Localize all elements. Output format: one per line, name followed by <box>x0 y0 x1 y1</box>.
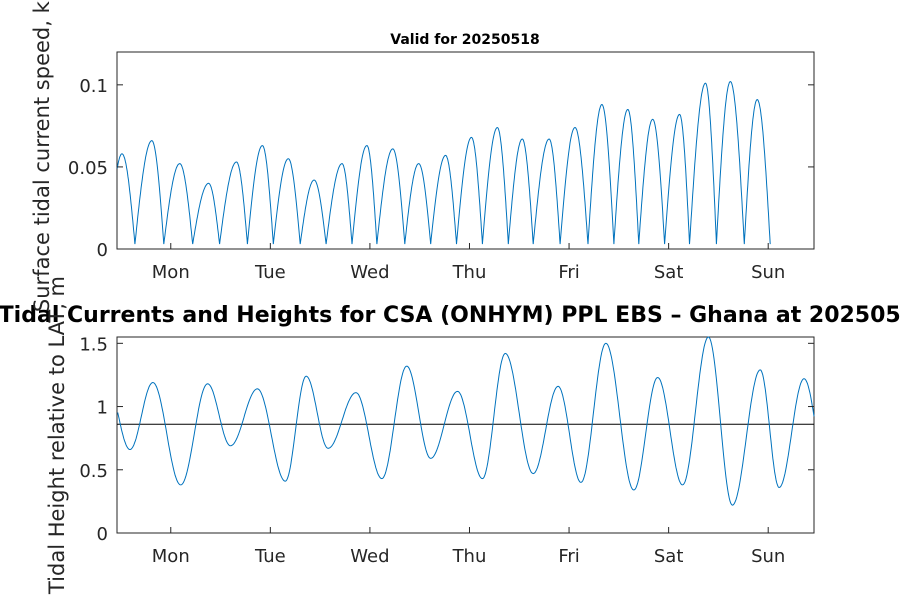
tidal-height-x-tick-label: Sat <box>654 546 684 567</box>
tidal-height-x-tick-label: Sun <box>751 546 785 567</box>
tidal-height-axes: Mon Tue Wed Thu Fri Sat Sun 0 0.5 1 1.5 <box>79 334 815 567</box>
current-speed-y-tick-label: 0.05 <box>68 158 108 179</box>
tidal-height-x-tick-label: Wed <box>350 546 389 567</box>
tidal-height-y-tick-label: 0 <box>97 524 108 545</box>
tidal-height-x-tick-label: Thu <box>452 546 487 567</box>
tidal-height-x-tick-label: Fri <box>558 546 579 567</box>
current-speed-line <box>116 81 771 245</box>
current-speed-x-tick-label: Sun <box>751 262 785 283</box>
tidal-height-ylabel: Tidal Height relative to LAT, m <box>45 276 69 595</box>
tidal-height-y-tick-label: 1 <box>97 398 108 419</box>
current-speed-y-tick-label: 0 <box>97 240 108 261</box>
tidal-height-x-tick-label: Tue <box>254 546 286 567</box>
current-speed-x-tick-label: Mon <box>152 262 190 283</box>
current-speed-plot-area <box>116 51 815 250</box>
main-figure-title: Tidal Currents and Heights for CSA (ONHY… <box>0 303 900 328</box>
current-speed-title: Valid for 20250518 <box>390 32 539 48</box>
current-speed-x-tick-label: Sat <box>654 262 684 283</box>
current-speed-x-tick-label: Tue <box>254 262 286 283</box>
current-speed-x-tick-label: Wed <box>350 262 389 283</box>
current-speed-x-tick-label: Fri <box>558 262 579 283</box>
current-speed-y-tick-label: 0.1 <box>79 76 108 97</box>
current-speed-x-tick-label: Thu <box>452 262 487 283</box>
tidal-height-x-tick-label: Mon <box>152 546 190 567</box>
tidal-height-line <box>117 336 815 506</box>
current-speed-ylabel: Surface tidal current speed, kn <box>30 0 54 312</box>
tidal-height-y-tick-label: 0.5 <box>79 461 108 482</box>
tidal-height-y-tick-label: 1.5 <box>79 334 108 355</box>
current-speed-axes: Mon Tue Wed Thu Fri Sat Sun 0 0.05 0.1 Valid for … <box>68 32 815 283</box>
tidal-height-plot-area <box>116 336 815 534</box>
